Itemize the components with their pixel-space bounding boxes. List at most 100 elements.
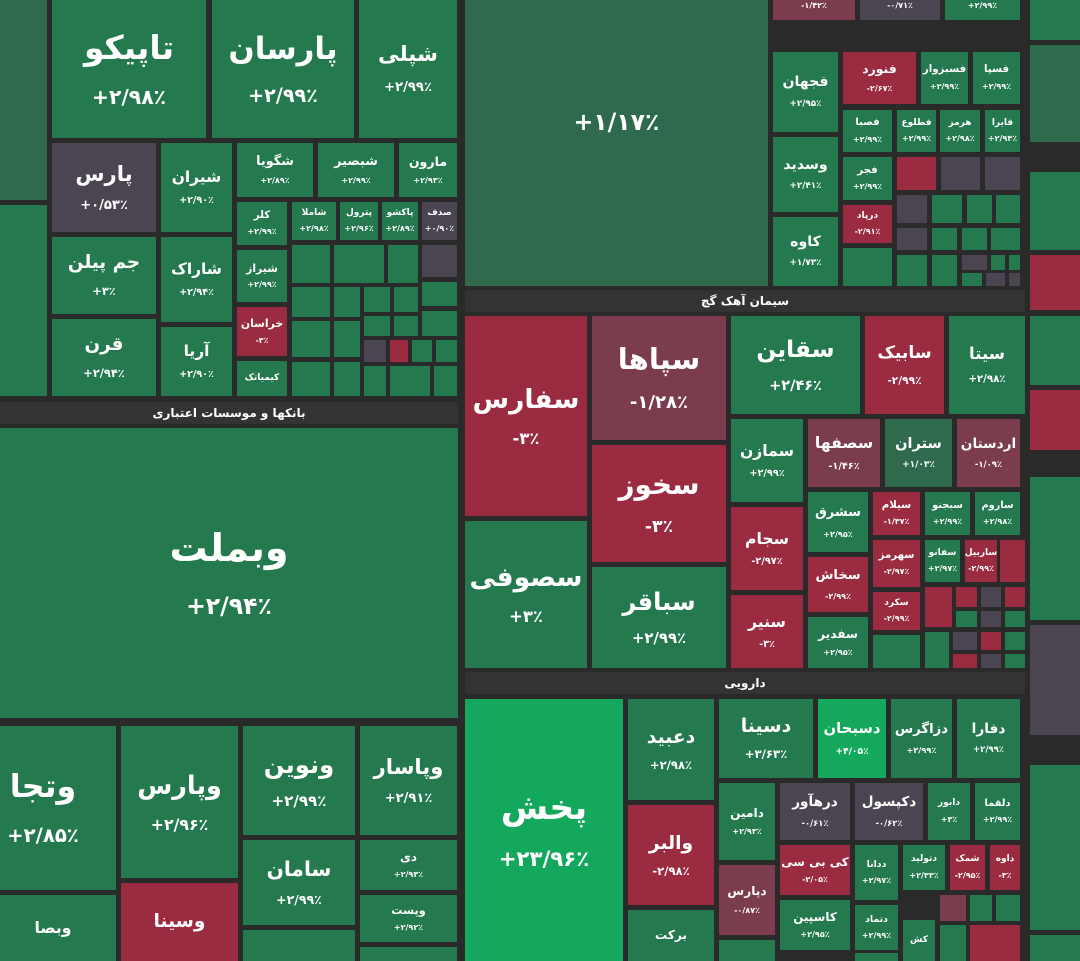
- tile-change: +۲/۹۹٪: [973, 745, 1004, 756]
- tile: شبصیر +۲/۹۹٪: [318, 143, 394, 197]
- filler-tile: [956, 587, 977, 607]
- filler-tile: [1009, 273, 1020, 286]
- tile-name: هرمز: [948, 117, 972, 128]
- tile: والبر -۲/۹۸٪: [628, 805, 714, 905]
- tile-name: وپارس: [137, 769, 222, 800]
- tile-name: دزاگرس: [894, 721, 949, 737]
- tile-change: +۲/۹۸٪: [649, 758, 693, 773]
- tile-name: سصفها: [814, 433, 874, 453]
- tile-name: شپلی: [378, 41, 438, 67]
- tile-name: وتجا: [9, 768, 77, 805]
- filler-tile: [843, 248, 892, 286]
- tile-change: +۲/۹۸٪: [299, 224, 329, 234]
- filler-tile: [962, 273, 982, 286]
- tile-name: سشرق: [815, 505, 861, 521]
- group-header: دارویی: [465, 672, 1025, 694]
- tile: کلر +۲/۹۹٪: [237, 202, 287, 245]
- tile-change: +۱/۷۳٪: [789, 258, 822, 269]
- tile-change: +۲/۹۹٪: [749, 468, 785, 480]
- tile-change: +۲/۹۴٪: [83, 366, 125, 381]
- tile-name: فایرا: [991, 117, 1014, 128]
- filler-tile: [360, 947, 457, 961]
- tile-name: سفارس: [472, 383, 580, 415]
- tile-name: شمک: [955, 854, 980, 865]
- filler-tile: [981, 611, 1001, 627]
- tile: صدف +۰/۹۰٪: [422, 202, 457, 240]
- tile: فجهان +۲/۹۵٪: [773, 52, 838, 132]
- tile-name: دتماد: [865, 914, 888, 926]
- filler-tile: [932, 195, 962, 223]
- tile-change: +۲/۹۶٪: [150, 814, 209, 834]
- tile-name: دی: [400, 849, 417, 864]
- tile-change: +۲/۹۹٪: [901, 134, 932, 144]
- tile-change: +۲/۹۹٪: [271, 792, 327, 811]
- filler-tile: [390, 340, 408, 362]
- tile-change: +۲/۹۹٪: [631, 629, 687, 648]
- tile: وپست +۲/۹۲٪: [360, 895, 457, 942]
- filler-tile: [422, 245, 457, 277]
- tile: سفارس -۳٪: [465, 316, 587, 516]
- filler-tile: [243, 930, 355, 961]
- tile-name: وپست: [391, 903, 426, 917]
- tile-change: +۲/۹۹٪: [852, 134, 883, 144]
- tile: پاکشو +۲/۸۹٪: [382, 202, 418, 240]
- tile-name: کلر: [253, 209, 271, 221]
- tile-name: کی بی سی: [781, 854, 849, 869]
- tile: داوه -۳٪: [990, 845, 1020, 890]
- filler-tile: [1030, 316, 1080, 385]
- tile: درپاد -۲/۹۱٪: [843, 205, 892, 243]
- filler-tile: [1005, 611, 1025, 627]
- tile-change: -۰/۶۲٪: [875, 818, 903, 829]
- tile-change: +۲/۹۵٪: [823, 528, 853, 539]
- filler-tile: [1030, 255, 1080, 310]
- tile-change: +۲/۹۶٪: [344, 224, 374, 234]
- filler-tile: [962, 228, 987, 250]
- tile-name: آریا: [183, 341, 210, 360]
- tile-change: +۲/۹۸٪: [945, 134, 975, 144]
- filler-tile: [897, 255, 927, 286]
- filler-tile: [412, 340, 432, 362]
- tile: شیران +۲/۹۰٪: [161, 143, 232, 232]
- tile: وبملت +۲/۹۴٪: [0, 428, 458, 718]
- filler-tile: [941, 157, 980, 190]
- tile-name: وبصا: [34, 918, 72, 938]
- tile: فطلوع +۲/۹۹٪: [897, 110, 936, 152]
- tile: دزاگرس +۲/۹۹٪: [891, 699, 952, 778]
- tile: دپارس -۰/۸۷٪: [719, 865, 775, 935]
- filler-tile: [1030, 390, 1080, 450]
- filler-tile: [1030, 625, 1080, 735]
- filler-tile: [956, 611, 977, 627]
- tile-name: سخاش: [815, 567, 861, 583]
- filler-tile: [1030, 172, 1080, 250]
- filler-tile: [970, 925, 1020, 961]
- tile-name: دپارس: [727, 884, 767, 899]
- tile: شیراز +۲/۹۹٪: [237, 250, 287, 302]
- tile-name: پترول: [345, 207, 373, 218]
- tile: دابور +۳٪: [928, 783, 970, 840]
- tile-change: +۳٪: [940, 814, 958, 824]
- tile: سصوفی +۳٪: [465, 521, 587, 668]
- filler-tile: [925, 587, 952, 627]
- tile-name: وسینا: [153, 911, 206, 933]
- tile-change: +۲/۹۹٪: [247, 227, 277, 237]
- tile-change: +۲/۳۳٪: [909, 870, 939, 880]
- tile-change: +۲/۸۹٪: [385, 224, 415, 234]
- tile: سقاین +۲/۴۶٪: [731, 316, 860, 414]
- tile-change: +۲/۹۸٪: [91, 84, 167, 109]
- tile: پترول +۲/۹۶٪: [340, 202, 378, 240]
- tile-change: -۱/۳۷٪: [883, 517, 910, 527]
- filler-tile: [422, 311, 457, 336]
- filler-tile: [1005, 654, 1025, 668]
- filler-tile: [940, 925, 966, 961]
- filler-tile: [422, 282, 457, 306]
- tile: سفانو +۲/۹۷٪: [925, 540, 960, 582]
- tile: آریا +۲/۹۰٪: [161, 327, 232, 396]
- filler-tile: [388, 245, 418, 283]
- tile-change: +۲/۸۹٪: [260, 176, 290, 186]
- tile: دفارا +۲/۹۹٪: [957, 699, 1020, 778]
- tile-change: +۲/۹۹٪: [981, 81, 1012, 91]
- tile-change: -۲/۹۱٪: [854, 227, 881, 237]
- tile: فسبزوار +۲/۹۹٪: [921, 52, 968, 104]
- tile-name: دسینا: [740, 715, 792, 737]
